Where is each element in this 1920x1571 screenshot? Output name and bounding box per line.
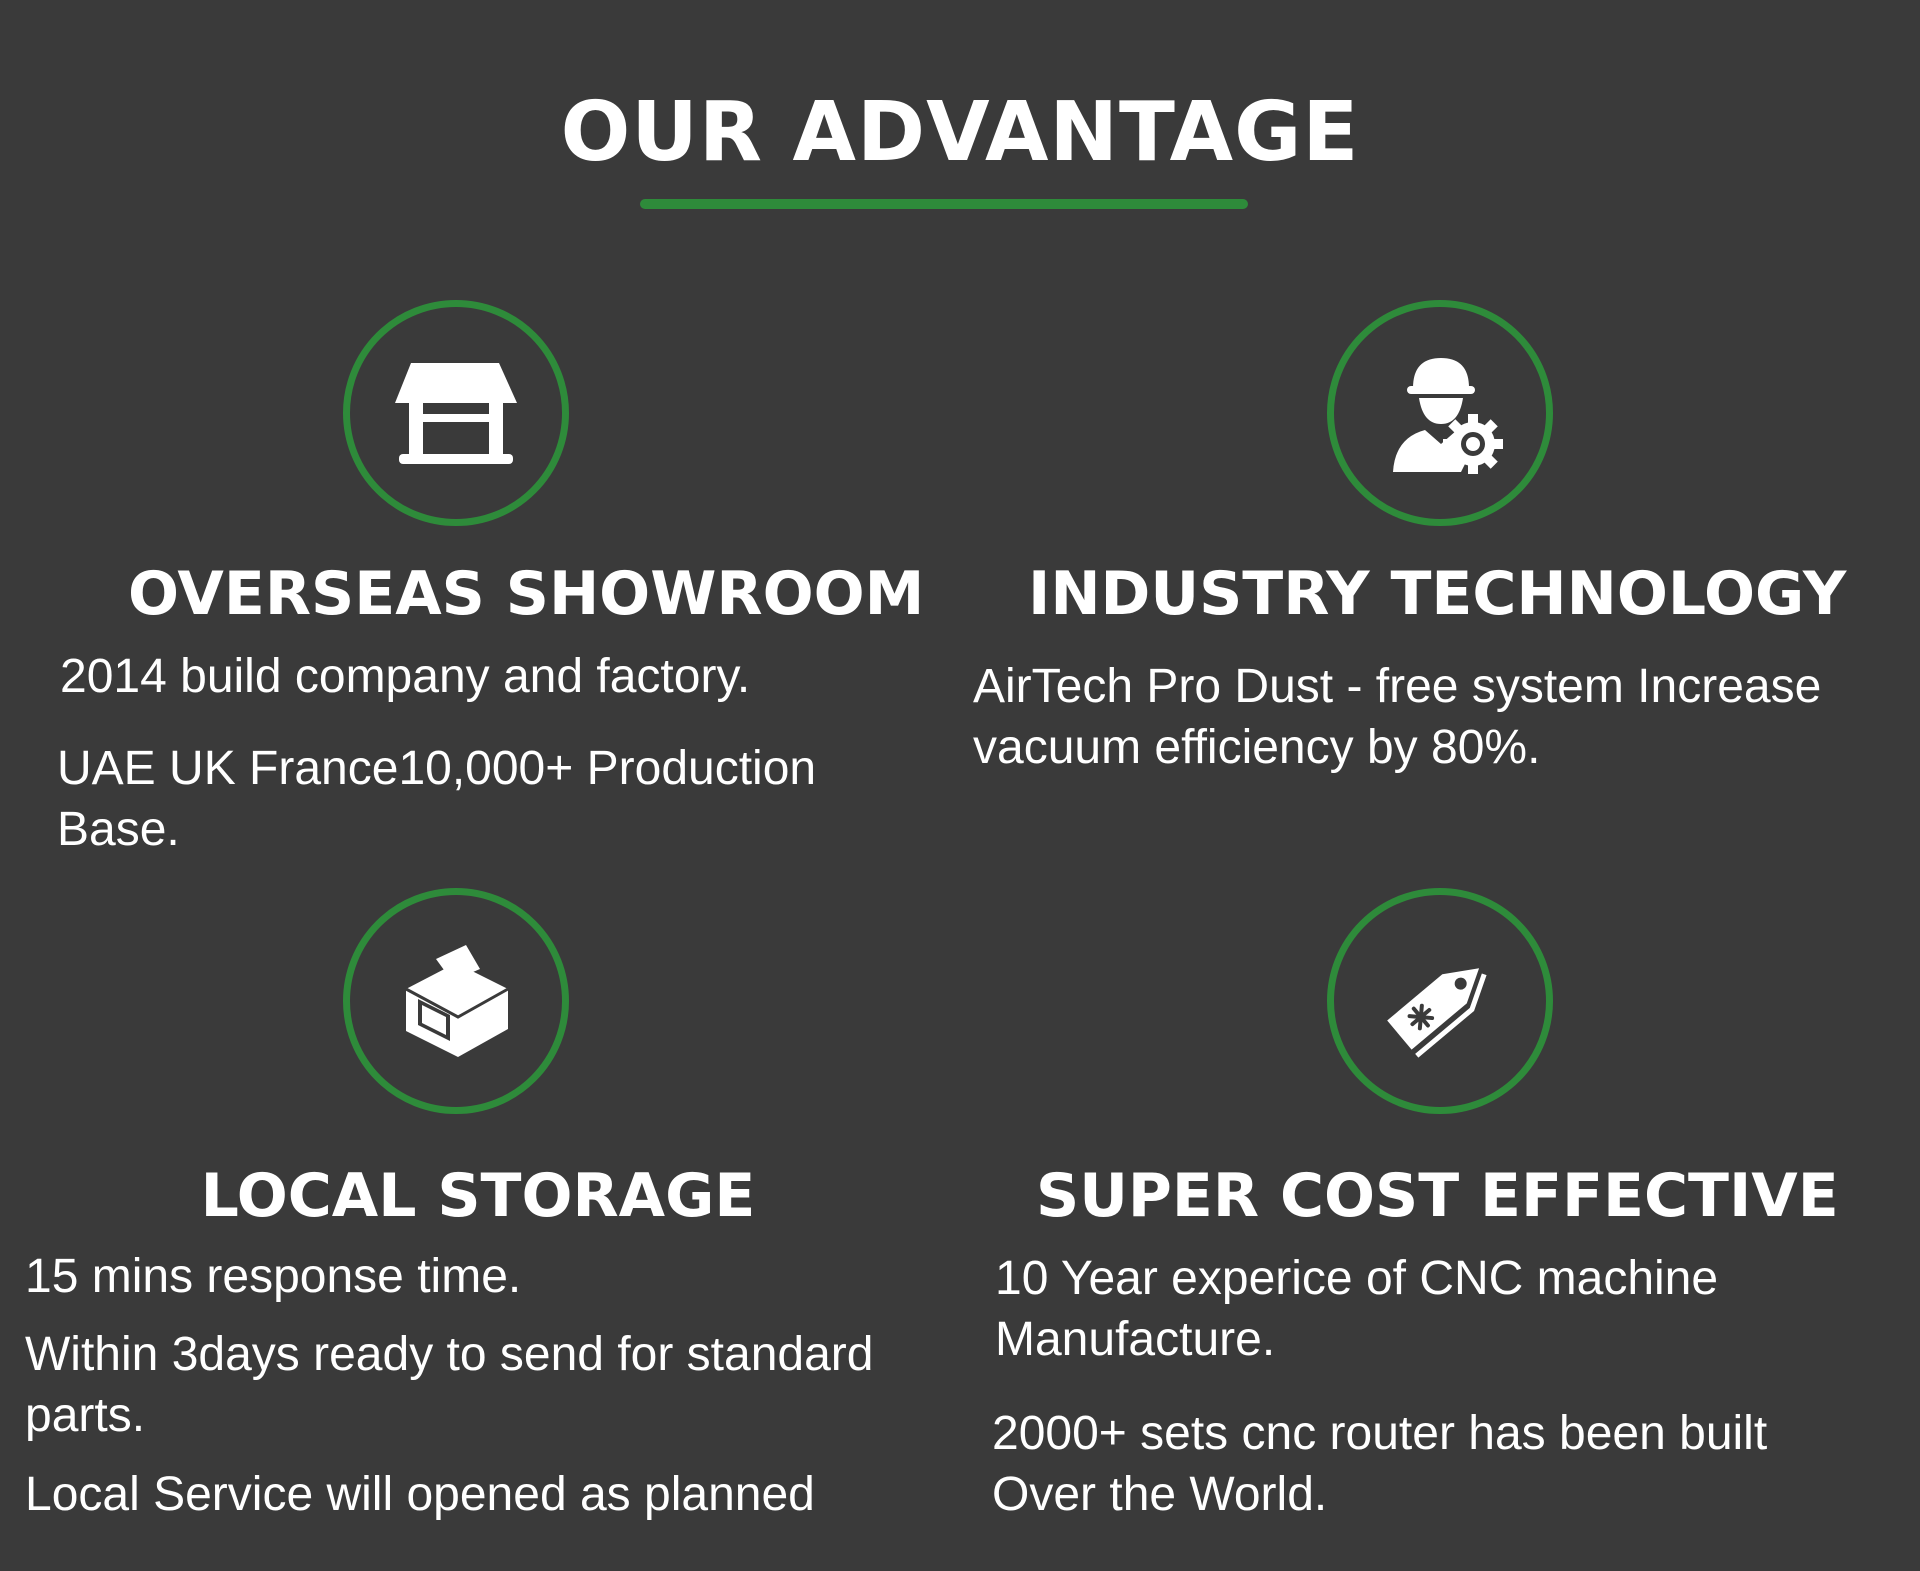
- feature-text-cost-2: 2000+ sets cnc router has been built Ove…: [992, 1407, 1768, 1521]
- feature-text-storage-1: 15 mins response time.: [25, 1250, 522, 1303]
- feature-title-overseas-showroom: OVERSEAS SHOWROOM: [128, 559, 925, 629]
- price-tag-icon: [1327, 888, 1553, 1114]
- feature-title-super-cost-effective: SUPER COST EFFECTIVE: [1036, 1161, 1839, 1231]
- box-icon: [343, 888, 569, 1114]
- title-underline: [640, 199, 1248, 209]
- feature-text-storage-3: Local Service will opened as planned: [25, 1468, 815, 1521]
- page-title: OUR ADVANTAGE: [560, 85, 1360, 180]
- feature-title-industry-technology: INDUSTRY TECHNOLOGY: [1028, 559, 1847, 629]
- feature-text-overseas-2: UAE UK France10,000+ Production Base.: [57, 742, 817, 856]
- feature-title-local-storage: LOCAL STORAGE: [200, 1161, 756, 1231]
- feature-text-overseas-1: 2014 build company and factory.: [60, 650, 751, 703]
- feature-text-industry-1: AirTech Pro Dust - free system Increase …: [973, 660, 1822, 774]
- feature-text-storage-2: Within 3days ready to send for standard …: [25, 1328, 874, 1442]
- feature-text-cost-1: 10 Year experice of CNC machine Manufact…: [995, 1252, 1719, 1366]
- storefront-icon: [343, 300, 569, 526]
- engineer-gear-icon: [1327, 300, 1553, 526]
